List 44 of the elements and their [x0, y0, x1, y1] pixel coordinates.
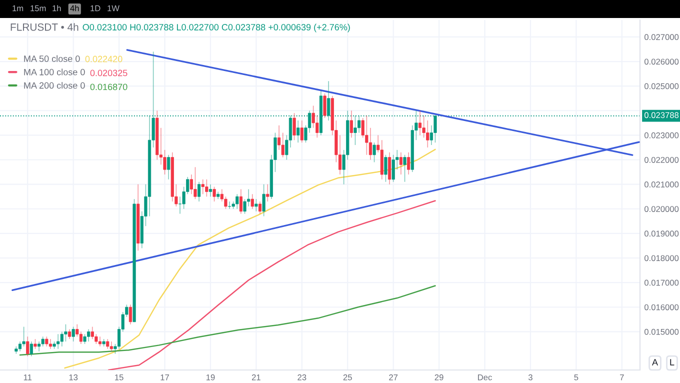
- x-tick-label: 13: [69, 374, 78, 380]
- y-tick-label: 0.020000: [644, 206, 679, 212]
- x-tick-label: 17: [160, 374, 169, 380]
- text: 1h: [52, 5, 61, 12]
- annotation: FLRUSDT • 4h: [10, 23, 78, 31]
- x-tick-label: Dec: [478, 374, 492, 380]
- text: 1W: [108, 5, 120, 12]
- candlestick: [228, 201, 232, 210]
- y-tick-label: 0.015000: [644, 328, 679, 335]
- text: 1m: [12, 5, 24, 12]
- annotation: 0.016870: [90, 84, 128, 90]
- annotation: 0.022420: [85, 56, 122, 62]
- x-tick-label: 15: [115, 374, 124, 380]
- x-tick-label: 5: [574, 374, 578, 380]
- x-tick-label: 27: [389, 374, 398, 380]
- annotation: 0.020325: [90, 70, 128, 76]
- x-tick-label: 7: [620, 374, 624, 380]
- text: L: [670, 359, 674, 366]
- text: 15m: [30, 5, 46, 12]
- annotation: O0.023100 H0.023788 L0.022700 C0.023788 +0.000639 (+2.76%): [82, 24, 350, 32]
- x-tick-label: 29: [434, 374, 444, 380]
- y-tick-label: 0.027000: [644, 34, 679, 40]
- x-tick-label: 25: [343, 374, 352, 380]
- legend-label: MA 200 close 0: [24, 82, 85, 89]
- text: 4h: [70, 5, 79, 12]
- y-tick-label: 0.023000: [644, 132, 679, 138]
- y-tick-label: 0.022000: [644, 156, 679, 163]
- x-tick-label: 21: [252, 374, 260, 380]
- y-tick-label: 0.017000: [644, 280, 679, 286]
- y-tick-label: 0.021000: [644, 182, 679, 188]
- y-tick-label: 0.018000: [644, 255, 679, 262]
- text: 1D: [90, 5, 100, 12]
- x-tick-label: 3: [528, 374, 532, 380]
- x-tick-label: 11: [24, 374, 32, 380]
- text: A: [652, 359, 658, 366]
- y-tick-label: 0.016000: [644, 304, 679, 310]
- legend-label: MA 100 close 0: [24, 68, 85, 76]
- y-tick-label: 0.019000: [644, 230, 679, 237]
- y-tick-label: 0.025000: [644, 83, 679, 90]
- ref-line-label: 0.023788: [644, 112, 679, 118]
- x-tick-label: 23: [298, 374, 306, 380]
- y-tick-label: 0.026000: [644, 58, 679, 65]
- x-tick-label: 19: [206, 374, 215, 380]
- legend-label: MA 50 close 0: [24, 55, 80, 62]
